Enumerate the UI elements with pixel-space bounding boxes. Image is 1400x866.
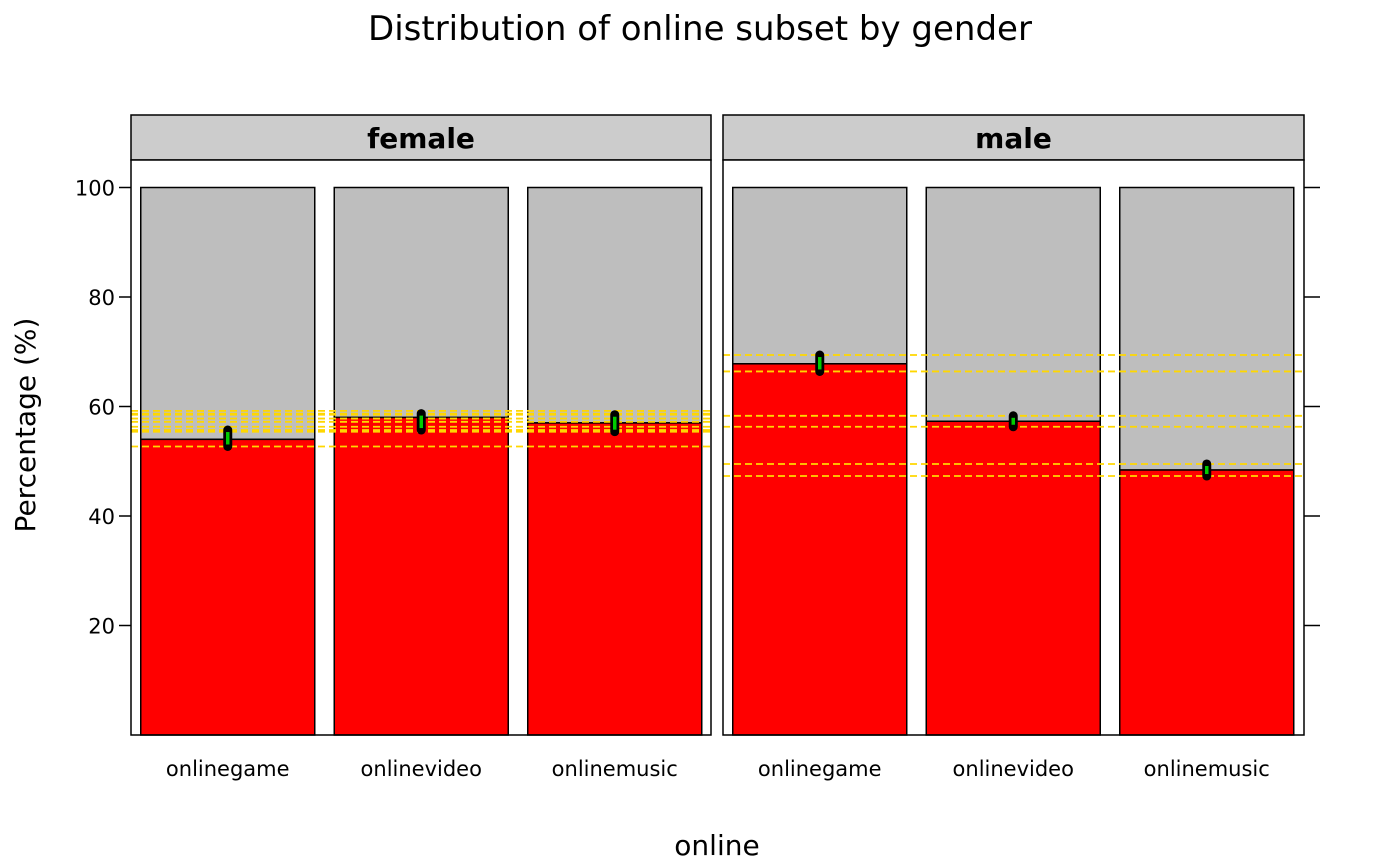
x-tick-label: onlinevideo [953, 757, 1074, 781]
x-tick-label: onlinevideo [361, 757, 482, 781]
panel-border [130, 159, 712, 736]
bar-upper-female-onlinegame [140, 186, 316, 441]
strip-female [130, 114, 712, 161]
bar-lower-female-onlinegame [140, 438, 316, 736]
bar-lower-female-onlinemusic [527, 422, 703, 736]
strip-label-male: male [975, 122, 1052, 155]
panel-male: male onlinegame onlinevideo onlinemusic [722, 114, 1305, 781]
y-tick-label: 60 [88, 396, 115, 420]
panel-female: female onlinegame onlinevideo onlinemusic [130, 114, 712, 781]
bar-lower-male-onlinegame [732, 363, 908, 736]
bar-upper-male-onlinemusic [1119, 186, 1295, 471]
y-tick-label: 80 [88, 286, 115, 310]
x-tick-label: onlinegame [166, 757, 290, 781]
bar-lower-female-onlinevideo [333, 416, 509, 736]
y-tick-label: 100 [75, 177, 115, 201]
x-tick-label: onlinegame [758, 757, 882, 781]
bar-lower-male-onlinevideo [925, 420, 1101, 736]
strip-label-female: female [367, 122, 475, 155]
chart-title: Distribution of online subset by gender [368, 9, 1032, 49]
x-tick-label: onlinemusic [552, 757, 678, 781]
panel-border [722, 159, 1305, 736]
x-tick-label: onlinemusic [1144, 757, 1270, 781]
bar-lower-male-onlinemusic [1119, 469, 1295, 736]
bar-upper-male-onlinegame [732, 186, 908, 365]
bar-upper-male-onlinevideo [925, 186, 1101, 423]
y-tick-label: 40 [88, 505, 115, 529]
y-tick-label: 20 [88, 615, 115, 639]
bar-upper-female-onlinemusic [527, 186, 703, 424]
x-axis-label: online [674, 829, 759, 862]
y-axis-label: Percentage (%) [9, 318, 42, 533]
bar-upper-female-onlinevideo [333, 186, 509, 419]
